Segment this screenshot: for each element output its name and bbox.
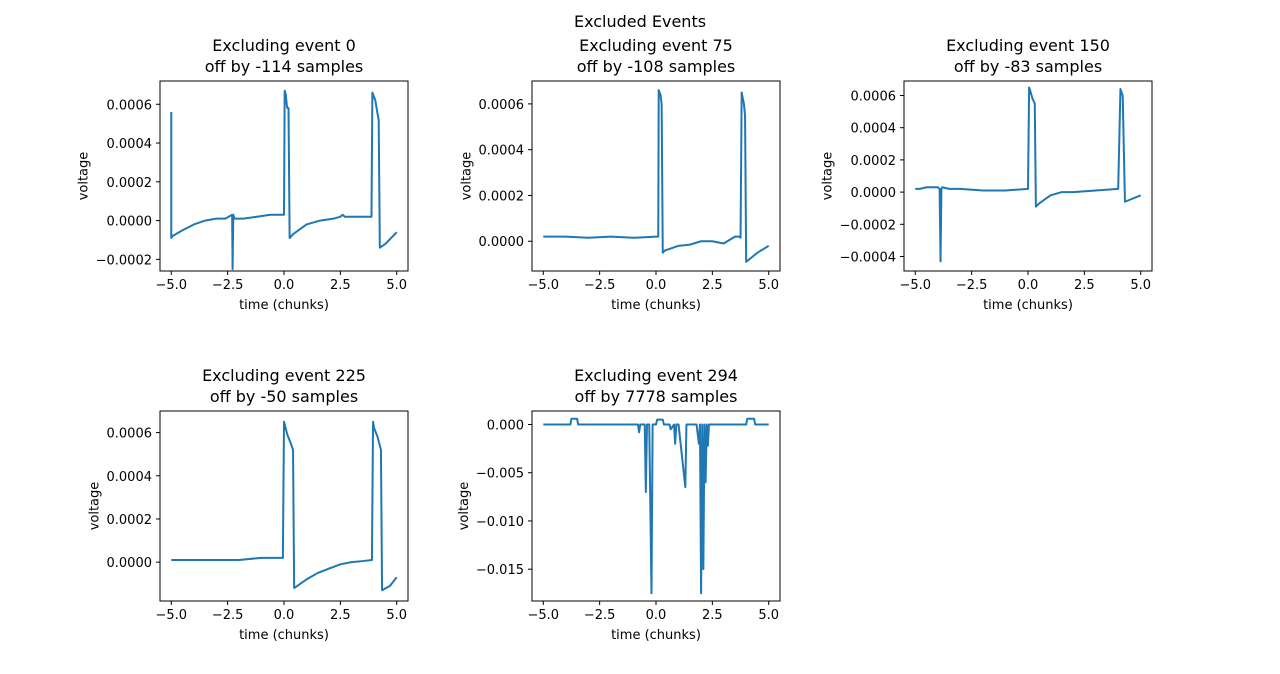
x-tick-label: 5.0: [758, 278, 779, 293]
y-axis-label: voltage: [821, 152, 836, 201]
y-tick-label: 0.0002: [479, 189, 525, 204]
subplot-4: −5.0 −2.5 0.0 2.5 5.0 −0.015 −0.010 −0.005 0.000…: [457, 366, 781, 643]
x-tick-label: −5.0: [155, 608, 187, 623]
y-tick-label: 0.0002: [851, 154, 897, 169]
y-tick-label: −0.0004: [840, 251, 896, 266]
subplot-0: −5.0 −2.5 0.0 2.5 5.0 −0.0002 0.0000 0.0002 0.00…: [77, 36, 409, 313]
x-tick-label: 0.0: [274, 608, 295, 623]
subplot-title-line: off by -114 samples: [205, 57, 364, 76]
subplot-title: Excluding event 294 off by 7778 samples: [574, 366, 738, 406]
x-tick-label: −5.0: [899, 278, 931, 293]
subplot-title-line: Excluding event 0: [212, 36, 356, 55]
y-tick-label: 0.0006: [107, 98, 153, 113]
x-axis-label: time (chunks): [611, 298, 701, 313]
x-tick-label: 0.0: [1018, 278, 1039, 293]
y-tick-label: 0.0000: [107, 556, 153, 571]
series-line: [915, 86, 1142, 263]
subplots: −5.0 −2.5 0.0 2.5 5.0−0.00020.00000.00020.00…: [77, 36, 1153, 643]
x-tick-label: 2.5: [330, 278, 351, 293]
x-tick-label: 0.0: [274, 278, 295, 293]
x-tick-label: −2.5: [584, 608, 616, 623]
subplot-title-line: Excluding event 294: [574, 366, 738, 385]
subplot-title-line: off by -83 samples: [954, 57, 1102, 76]
y-tick-label: 0.0000: [107, 215, 153, 230]
y-tick-label: 0.0002: [107, 513, 153, 528]
y-tick-label: 0.0000: [479, 235, 525, 250]
y-tick-label: 0.0006: [479, 98, 525, 113]
x-tick-label: 0.0: [646, 278, 667, 293]
subplot-title-line: off by -50 samples: [210, 387, 358, 406]
x-tick-label: 5.0: [758, 608, 779, 623]
y-axis-label: voltage: [460, 152, 475, 201]
y-tick-label: 0.0006: [851, 89, 897, 104]
x-tick-label: −2.5: [212, 278, 244, 293]
x-axis-label: time (chunks): [239, 628, 329, 643]
x-tick-label: 0.0: [646, 608, 667, 623]
subplot-title: Excluding event 0 off by -114 samples: [205, 36, 364, 76]
x-tick-label: −5.0: [527, 608, 559, 623]
y-tick-label: 0.0006: [107, 427, 153, 442]
x-tick-label: −2.5: [584, 278, 616, 293]
subplot-2: −5.0 −2.5 0.0 2.5 5.0 −0.0004 −0.0002 0.0000 0.0…: [821, 36, 1153, 313]
x-tick-label: 2.5: [1074, 278, 1095, 293]
series-line: [171, 420, 398, 592]
figure-suptitle: Excluded Events: [574, 12, 706, 31]
y-tick-label: −0.0002: [96, 253, 152, 268]
series-line: [543, 89, 770, 263]
subplot-title-line: off by -108 samples: [577, 57, 736, 76]
subplot-3: −5.0 −2.5 0.0 2.5 5.0 0.0000 0.0002 0.0004 0.000…: [88, 366, 409, 643]
y-tick-label: 0.0004: [107, 470, 153, 485]
y-axis-label: voltage: [77, 152, 92, 201]
subplot-1: −5.0 −2.5 0.0 2.5 5.0 0.0000 0.0002 0.0004 0.000…: [460, 36, 781, 313]
y-tick-label: 0.000: [487, 419, 524, 434]
x-tick-label: 2.5: [702, 278, 723, 293]
y-tick-label: 0.0002: [107, 176, 153, 191]
x-tick-label: 2.5: [330, 608, 351, 623]
subplot-title: Excluding event 150 off by -83 samples: [946, 36, 1110, 76]
x-tick-label: 5.0: [1130, 278, 1151, 293]
y-tick-label: −0.0002: [840, 218, 896, 233]
series-line: [170, 89, 398, 271]
series-line: [543, 417, 769, 595]
subplot-title-line: Excluding event 75: [579, 36, 733, 55]
y-tick-label: −0.010: [476, 515, 524, 530]
x-tick-label: −5.0: [155, 278, 187, 293]
x-axis-label: time (chunks): [239, 298, 329, 313]
x-axis-label: time (chunks): [983, 298, 1073, 313]
y-tick-label: 0.0000: [851, 186, 897, 201]
y-axis-label: voltage: [88, 482, 103, 531]
x-tick-label: −5.0: [527, 278, 559, 293]
x-tick-label: −2.5: [212, 608, 244, 623]
subplot-title: Excluding event 225 off by -50 samples: [202, 366, 366, 406]
subplot-title-line: Excluding event 150: [946, 36, 1110, 55]
subplot-title: Excluding event 75 off by -108 samples: [577, 36, 736, 76]
y-tick-label: −0.005: [476, 467, 524, 482]
y-tick-label: 0.0004: [107, 137, 153, 152]
subplot-title-line: off by 7778 samples: [575, 387, 738, 406]
y-axis-label: voltage: [457, 482, 472, 531]
x-tick-label: 2.5: [702, 608, 723, 623]
x-tick-label: 5.0: [386, 608, 407, 623]
y-tick-label: 0.0004: [851, 122, 897, 137]
y-tick-label: −0.015: [476, 563, 524, 578]
y-tick-label: 0.0004: [479, 144, 525, 159]
subplot-title-line: Excluding event 225: [202, 366, 366, 385]
x-tick-label: 5.0: [386, 278, 407, 293]
x-axis-label: time (chunks): [611, 628, 701, 643]
x-tick-label: −2.5: [956, 278, 988, 293]
